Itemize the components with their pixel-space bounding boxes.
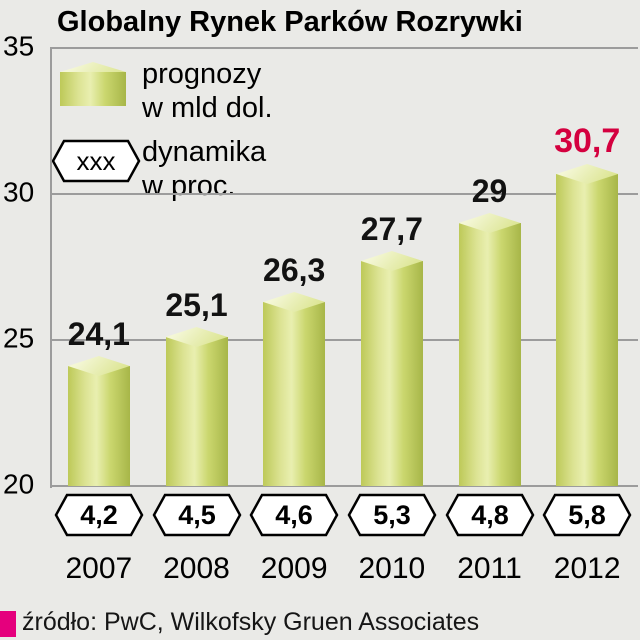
bar	[458, 223, 521, 486]
legend-series1-line1: prognozy	[142, 58, 262, 90]
value-label: 26,3	[263, 252, 326, 288]
value-label: 27,7	[360, 211, 423, 247]
dynamics-value: 4,8	[471, 500, 509, 530]
dynamics-hexagon: 4,8	[444, 492, 536, 543]
bar-top-face	[556, 164, 619, 184]
bar-cube-front-face	[60, 72, 126, 106]
legend-hex-symbol: xxx	[77, 146, 116, 176]
bar-top-face	[360, 251, 423, 271]
dynamics-hexagon: 5,3	[346, 492, 438, 543]
dynamics-value: 4,6	[275, 500, 313, 530]
bar-top-face	[67, 356, 130, 376]
legend-bar-icon	[60, 62, 126, 112]
bar	[360, 261, 423, 486]
value-label: 29	[471, 173, 508, 209]
gridline	[50, 339, 638, 341]
gridline	[50, 47, 638, 49]
bar-top-face	[165, 327, 228, 347]
y-axis-line	[50, 48, 52, 488]
value-label: 30,7	[554, 122, 621, 160]
dynamics-hexagon: 4,5	[151, 492, 243, 543]
y-tick-label: 35	[3, 30, 35, 62]
gridline	[50, 485, 638, 487]
dynamics-hexagon: 4,6	[248, 492, 340, 543]
value-label: 24,1	[67, 316, 130, 352]
dynamics-value: 4,2	[80, 500, 118, 530]
bar	[165, 337, 228, 486]
year-label: 2011	[457, 552, 522, 585]
legend-series2-line2: w proc.	[142, 170, 236, 202]
year-label: 2010	[358, 552, 426, 585]
bar-top-face	[458, 213, 521, 233]
value-label: 25,1	[165, 287, 228, 323]
dynamics-hexagon: 4,2	[53, 492, 145, 543]
gridline	[50, 193, 638, 195]
brand-square	[0, 611, 16, 637]
legend-series1-line2: w mld dol.	[142, 92, 273, 124]
source-credit: źródło: PwC, Wilkofsky Gruen Associates	[22, 608, 480, 636]
bar	[263, 302, 326, 486]
dynamics-value: 5,3	[373, 500, 411, 530]
bar-top-face	[263, 292, 326, 312]
bar	[556, 174, 619, 486]
y-tick-label: 25	[3, 322, 35, 354]
legend-hexagon-icon: xxx	[50, 138, 142, 189]
year-label: 2008	[163, 552, 230, 585]
chart-title: Globalny Rynek Parków Rozrywki	[57, 6, 523, 38]
y-tick-label: 30	[3, 176, 35, 208]
year-label: 2009	[260, 552, 328, 585]
year-label: 2012	[553, 552, 621, 585]
dynamics-hexagon: 5,8	[541, 492, 633, 543]
dynamics-value: 4,5	[178, 500, 216, 530]
legend-series2-line1: dynamika	[142, 136, 267, 168]
dynamics-value: 5,8	[568, 500, 606, 530]
y-tick-label: 20	[3, 468, 35, 500]
bar	[67, 366, 130, 486]
year-label: 2007	[65, 552, 133, 585]
